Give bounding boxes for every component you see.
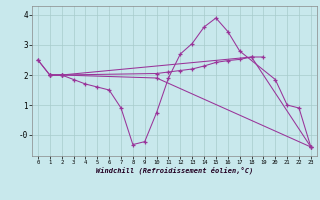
X-axis label: Windchill (Refroidissement éolien,°C): Windchill (Refroidissement éolien,°C) (96, 167, 253, 174)
